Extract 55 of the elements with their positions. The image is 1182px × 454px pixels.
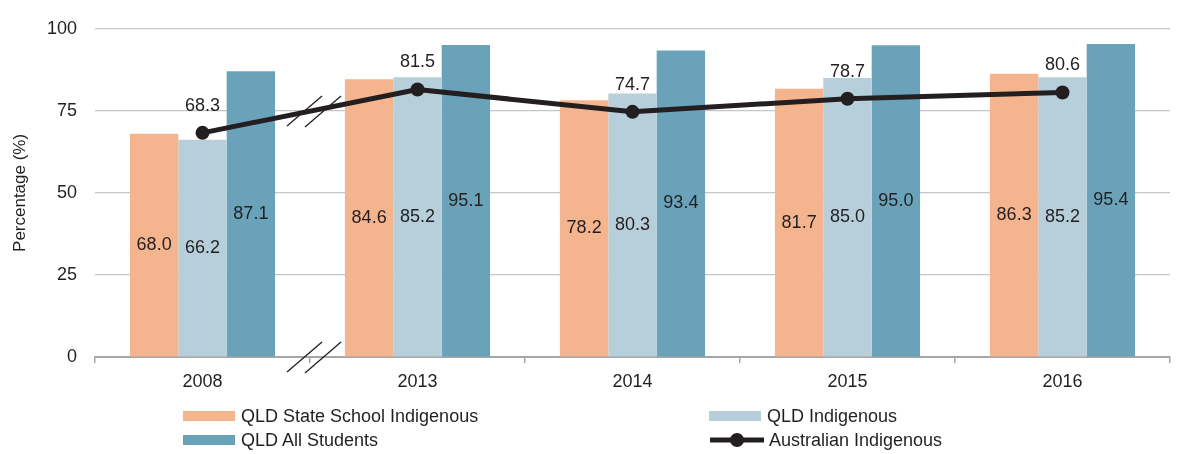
data-label: 85.2 xyxy=(1044,205,1081,226)
data-label: 78.7 xyxy=(829,60,866,81)
data-label: 66.2 xyxy=(184,237,221,258)
y-tick-label: 100 xyxy=(46,17,77,38)
x-tick-label: 2016 xyxy=(1042,370,1083,391)
data-label: 68.3 xyxy=(184,94,221,115)
bar xyxy=(871,45,921,357)
legend-label: QLD Indigenous xyxy=(767,405,898,427)
bar xyxy=(178,139,227,357)
data-label: 81.5 xyxy=(399,51,436,72)
bar xyxy=(989,73,1039,357)
bar xyxy=(656,50,706,357)
bar xyxy=(1086,43,1136,357)
data-label: 85.0 xyxy=(829,206,866,227)
data-label: 87.1 xyxy=(233,202,269,223)
data-label: 80.6 xyxy=(1044,54,1081,75)
bar xyxy=(823,78,872,357)
y-axis-title: Percentage (%) xyxy=(9,133,29,252)
bar xyxy=(608,93,657,357)
x-tick-label: 2013 xyxy=(397,370,438,391)
point xyxy=(410,82,425,97)
point xyxy=(195,125,210,140)
data-label: 85.2 xyxy=(399,205,436,226)
x-tick-label: 2008 xyxy=(182,370,223,391)
data-label: 80.3 xyxy=(614,213,651,234)
y-tick-label: 75 xyxy=(56,99,77,120)
data-label: 95.0 xyxy=(878,189,914,210)
x-tick-label: 2015 xyxy=(827,370,868,391)
bar xyxy=(441,44,491,357)
point xyxy=(840,91,855,106)
y-tick-label: 0 xyxy=(66,345,77,366)
bar xyxy=(226,71,276,357)
legend-label: QLD State School Indigenous xyxy=(241,405,479,427)
data-label: 78.2 xyxy=(566,217,602,238)
data-label: 68.0 xyxy=(136,234,172,255)
legend-label: Australian Indigenous xyxy=(769,429,943,451)
data-label: 86.3 xyxy=(996,204,1032,225)
point xyxy=(1055,85,1070,100)
y-tick-label: 25 xyxy=(56,263,77,284)
bar xyxy=(393,77,442,357)
data-label: 93.4 xyxy=(663,192,699,213)
bar xyxy=(1038,77,1087,357)
x-tick-label: 2014 xyxy=(612,370,653,391)
data-label: 74.7 xyxy=(614,73,651,94)
bar xyxy=(344,79,394,357)
legend-label: QLD All Students xyxy=(241,429,379,451)
bar xyxy=(129,133,179,357)
data-label: 95.1 xyxy=(448,189,484,210)
data-label: 81.7 xyxy=(781,211,817,232)
bar xyxy=(559,100,609,357)
y-tick-label: 50 xyxy=(56,181,77,202)
point xyxy=(625,104,640,119)
bar xyxy=(774,88,824,357)
data-label: 84.6 xyxy=(351,206,387,227)
data-label: 95.4 xyxy=(1093,189,1129,210)
